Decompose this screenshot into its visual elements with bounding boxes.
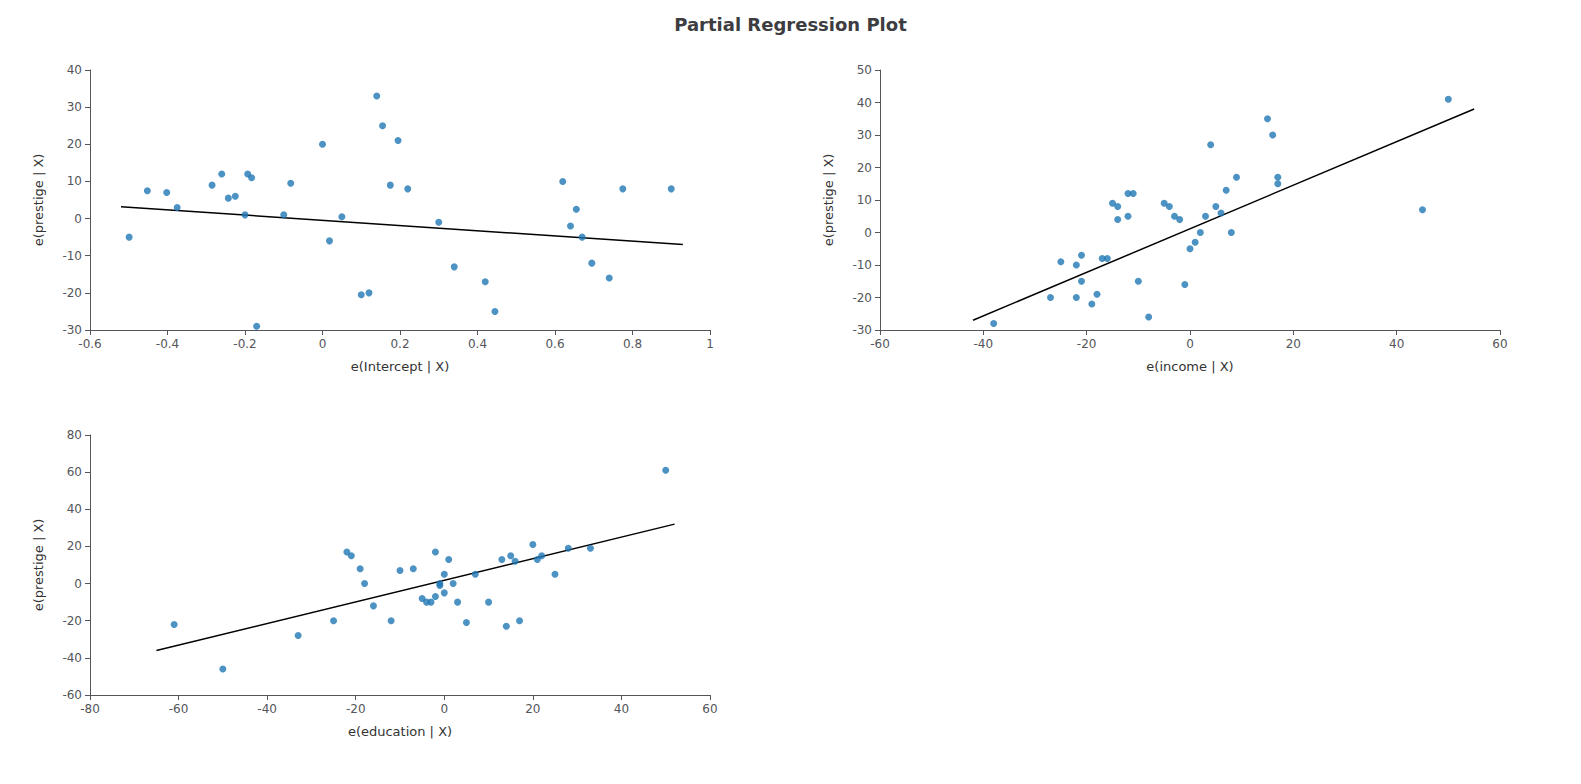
svg-text:e(Intercept | X): e(Intercept | X) xyxy=(351,359,449,374)
svg-text:-20: -20 xyxy=(62,614,82,628)
svg-text:-0.4: -0.4 xyxy=(156,337,179,351)
svg-text:-80: -80 xyxy=(80,702,100,716)
svg-text:-20: -20 xyxy=(62,286,82,300)
svg-text:-40: -40 xyxy=(257,702,277,716)
svg-text:-60: -60 xyxy=(169,702,189,716)
svg-text:40: 40 xyxy=(67,502,82,516)
svg-text:e(income | X): e(income | X) xyxy=(1146,359,1233,374)
svg-text:0.4: 0.4 xyxy=(468,337,487,351)
svg-text:e(prestige | X): e(prestige | X) xyxy=(31,154,46,247)
svg-text:20: 20 xyxy=(857,161,872,175)
svg-text:-10: -10 xyxy=(852,258,872,272)
svg-text:-20: -20 xyxy=(852,291,872,305)
svg-text:-20: -20 xyxy=(1077,337,1097,351)
svg-text:1: 1 xyxy=(706,337,714,351)
svg-text:-0.6: -0.6 xyxy=(78,337,101,351)
svg-text:20: 20 xyxy=(525,702,540,716)
svg-text:20: 20 xyxy=(1286,337,1301,351)
svg-text:-30: -30 xyxy=(852,323,872,337)
svg-text:0: 0 xyxy=(74,212,82,226)
svg-text:0: 0 xyxy=(864,226,872,240)
svg-text:e(education | X): e(education | X) xyxy=(348,724,452,739)
svg-text:0: 0 xyxy=(74,577,82,591)
svg-text:-30: -30 xyxy=(62,323,82,337)
svg-text:40: 40 xyxy=(614,702,629,716)
svg-text:20: 20 xyxy=(67,137,82,151)
svg-text:-40: -40 xyxy=(62,651,82,665)
svg-text:10: 10 xyxy=(67,174,82,188)
svg-text:60: 60 xyxy=(67,465,82,479)
svg-text:0: 0 xyxy=(319,337,327,351)
svg-text:60: 60 xyxy=(1492,337,1507,351)
svg-text:e(prestige | X): e(prestige | X) xyxy=(821,154,836,247)
svg-text:0.2: 0.2 xyxy=(390,337,409,351)
svg-text:40: 40 xyxy=(857,96,872,110)
svg-text:-40: -40 xyxy=(974,337,994,351)
svg-text:0.6: 0.6 xyxy=(545,337,564,351)
svg-text:40: 40 xyxy=(67,63,82,77)
svg-text:-60: -60 xyxy=(62,688,82,702)
svg-text:20: 20 xyxy=(67,539,82,553)
svg-text:40: 40 xyxy=(1389,337,1404,351)
svg-text:60: 60 xyxy=(702,702,717,716)
svg-text:-10: -10 xyxy=(62,249,82,263)
svg-text:10: 10 xyxy=(857,193,872,207)
svg-text:30: 30 xyxy=(67,100,82,114)
svg-text:e(prestige | X): e(prestige | X) xyxy=(31,519,46,612)
svg-text:30: 30 xyxy=(857,128,872,142)
svg-text:-0.2: -0.2 xyxy=(233,337,256,351)
svg-text:0: 0 xyxy=(1186,337,1194,351)
svg-text:-60: -60 xyxy=(870,337,890,351)
svg-text:Partial Regression Plot: Partial Regression Plot xyxy=(674,14,907,35)
svg-text:0: 0 xyxy=(440,702,448,716)
svg-text:50: 50 xyxy=(857,63,872,77)
svg-text:0.8: 0.8 xyxy=(623,337,642,351)
svg-text:80: 80 xyxy=(67,428,82,442)
svg-text:-20: -20 xyxy=(346,702,366,716)
